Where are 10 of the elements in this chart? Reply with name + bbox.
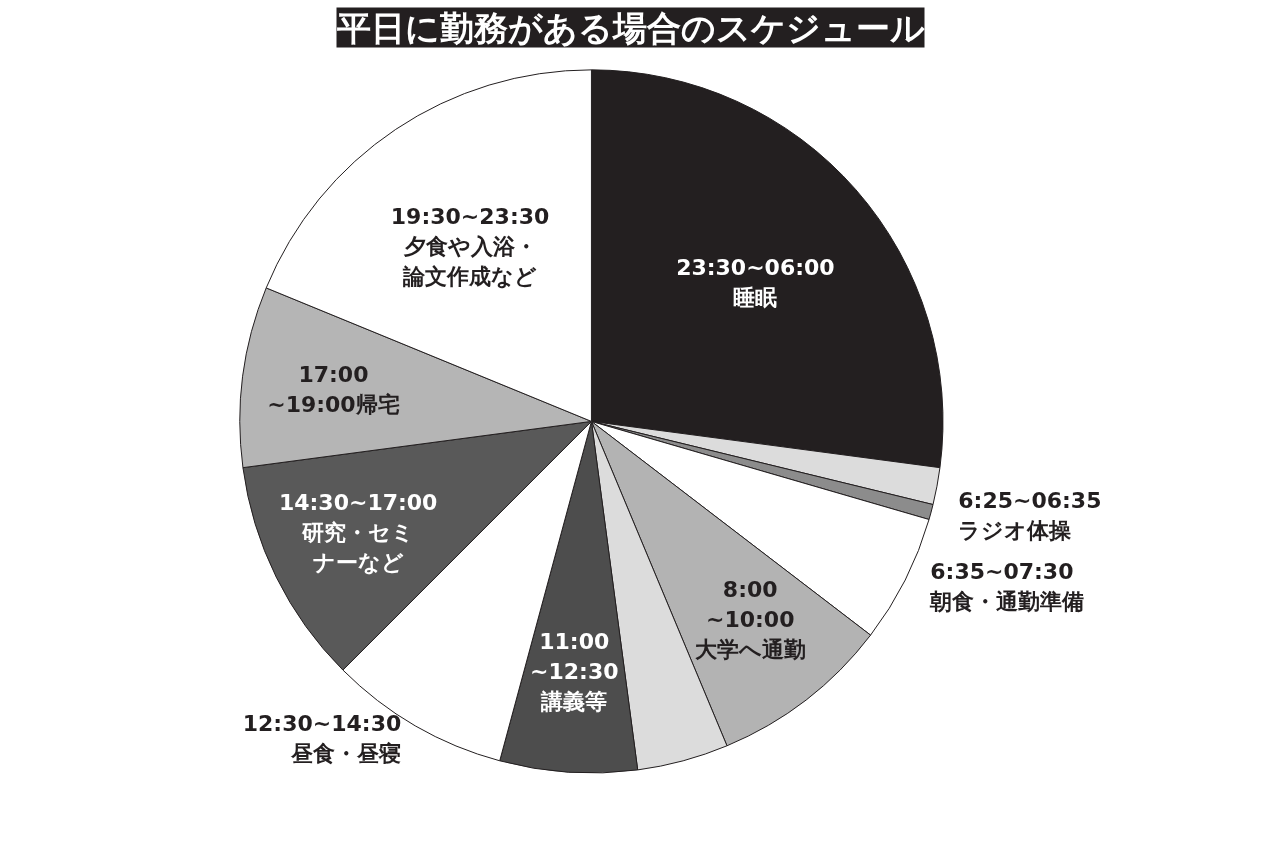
slice-label: 8:00 ~10:00 大学へ通勤 [694,577,806,663]
slice-label: 12:30~14:30 昼食・昼寝 [242,710,402,766]
slice-label: 19:30~23:30 夕食や入浴・論文作成など [390,204,550,290]
slice-label: 17:00 ~19:00帰宅 [267,361,400,417]
slice-label: 6:25~06:35 ラジオ体操 [958,488,1102,544]
slice-label: 14:30~17:00 研究・セミナーなど [278,489,438,575]
slice-label: 11:00 ~12:30 講義等 [530,629,619,715]
slice-label: 6:35~07:30 朝食・通勤準備 [929,559,1085,614]
slice-label: 23:30~06:00 睡眠 [676,255,835,311]
chart-title: 平日に勤務がある場合のスケジュール [335,7,925,48]
